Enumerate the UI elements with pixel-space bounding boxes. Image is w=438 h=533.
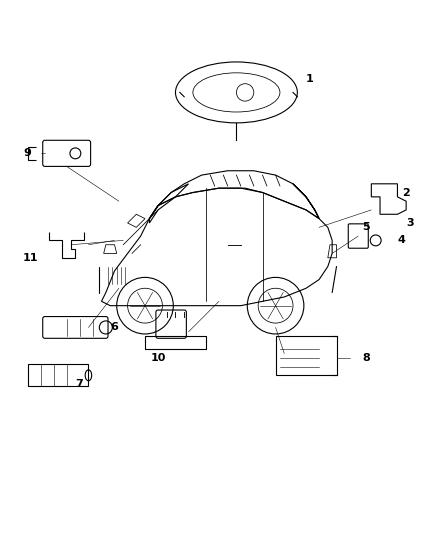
Text: 5: 5 xyxy=(363,222,370,232)
Text: 10: 10 xyxy=(150,353,166,363)
Text: 6: 6 xyxy=(110,322,118,333)
Text: 2: 2 xyxy=(402,188,410,198)
Text: 9: 9 xyxy=(23,148,31,158)
Text: 3: 3 xyxy=(406,218,414,228)
Text: 11: 11 xyxy=(23,253,39,263)
Text: 8: 8 xyxy=(363,353,371,363)
Text: 7: 7 xyxy=(75,379,83,389)
Text: 1: 1 xyxy=(306,75,314,84)
Text: 4: 4 xyxy=(397,236,405,245)
